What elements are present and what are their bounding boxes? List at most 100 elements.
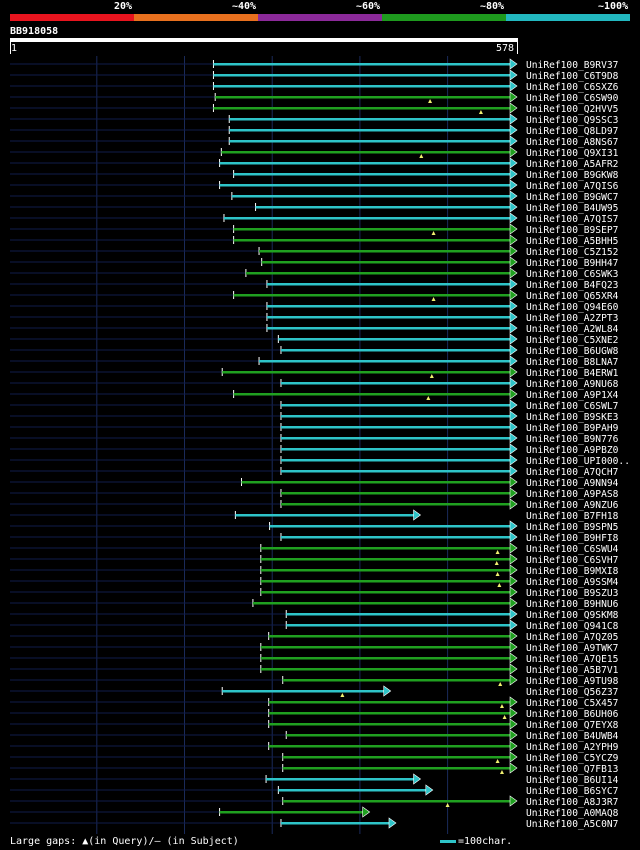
scale-label: ~40% xyxy=(232,1,257,12)
scale-bar-icon xyxy=(440,840,456,843)
hit-row: UniRef100_B9SPN5 xyxy=(10,520,618,533)
query-start-label: 1 xyxy=(11,43,18,54)
hit-row: UniRef100_UPI000.. xyxy=(10,454,630,467)
gap-marker-icon xyxy=(429,374,434,378)
hit-label: UniRef100_Q9SSC3 xyxy=(526,115,619,126)
gap-marker-icon xyxy=(445,803,450,807)
hit-bar xyxy=(280,426,511,429)
hit-arrow xyxy=(509,476,518,488)
hit-row: UniRef100_A7QIS7 xyxy=(10,212,619,225)
hit-arrow xyxy=(509,234,518,246)
hit-arrow xyxy=(509,135,518,147)
hit-row: UniRef100_Q7FB13 xyxy=(10,762,619,775)
hit-bar xyxy=(280,382,511,385)
hit-label: UniRef100_A2ZPT3 xyxy=(526,313,619,324)
hit-bar xyxy=(269,525,511,528)
hit-arrow xyxy=(509,608,518,620)
identity-color-segment xyxy=(10,14,134,21)
hit-bar xyxy=(261,261,511,264)
hit-label: UniRef100_A5BHH5 xyxy=(526,236,618,247)
gap-marker-icon xyxy=(495,550,500,554)
hit-label: UniRef100_C5YCZ9 xyxy=(526,753,619,764)
hit-label: UniRef100_C5XNE2 xyxy=(526,335,618,346)
hit-row: UniRef100_A2YPH9 xyxy=(10,740,619,753)
hit-bar xyxy=(266,316,511,319)
hit-arrow xyxy=(509,663,518,675)
gap-marker-icon xyxy=(495,572,500,576)
gap-marker-icon xyxy=(494,561,499,565)
hit-arrow xyxy=(362,806,371,818)
hit-arrow xyxy=(509,542,518,554)
hit-row: UniRef100_Q9XI31 xyxy=(10,146,619,159)
hit-bar xyxy=(260,547,511,550)
hit-label: UniRef100_B6UGW8 xyxy=(526,346,619,357)
hit-arrow xyxy=(509,619,518,631)
hit-arrow xyxy=(509,157,518,169)
hit-label: UniRef100_A5AFR2 xyxy=(526,159,618,170)
scale-label: ~100% xyxy=(598,1,629,12)
hit-bar xyxy=(213,63,512,66)
hit-bar xyxy=(233,173,511,176)
hit-bar xyxy=(222,371,511,374)
hit-bar xyxy=(278,789,427,792)
query-name: BB918058 xyxy=(10,26,59,37)
hit-label: UniRef100_B4ERW1 xyxy=(526,368,619,379)
hit-label: UniRef100_B4UWB4 xyxy=(526,731,619,742)
gap-marker-icon xyxy=(431,297,436,301)
hit-row: UniRef100_A5AFR2 xyxy=(10,157,618,170)
hit-label: UniRef100_A7QE15 xyxy=(526,654,618,665)
hit-arrow xyxy=(509,256,518,268)
hit-bar xyxy=(260,558,511,561)
hit-arrow xyxy=(509,201,518,213)
scale-label: ~80% xyxy=(480,1,505,12)
hit-label: UniRef100_A7QIS6 xyxy=(526,181,619,192)
hit-label: UniRef100_B9HH47 xyxy=(526,258,619,269)
hit-label: UniRef100_B9SZU3 xyxy=(526,588,619,599)
hit-label: UniRef100_B9GWC7 xyxy=(526,192,619,203)
hit-arrow xyxy=(509,498,518,510)
hit-row: UniRef100_Q9SSC3 xyxy=(10,113,619,126)
hit-arrow xyxy=(509,344,518,356)
hit-bar xyxy=(213,107,512,110)
hit-label: UniRef100_A9PAS8 xyxy=(526,489,619,500)
hit-row: UniRef100_B9HNU6 xyxy=(10,597,619,610)
hit-arrow xyxy=(509,575,518,587)
hit-row: UniRef100_C6SXZ6 xyxy=(10,80,619,93)
hit-label: UniRef100_C6SWL7 xyxy=(526,401,619,412)
hit-arrow xyxy=(509,597,518,609)
hit-arrow xyxy=(509,124,518,136)
hit-bar xyxy=(282,679,511,682)
hit-bar xyxy=(260,580,511,583)
hit-bar xyxy=(215,96,511,99)
identity-scale-labels: 20% ~40% ~60% ~80% ~100% xyxy=(0,0,640,13)
hit-label: UniRef100_B9SPN5 xyxy=(526,522,618,533)
hit-label: UniRef100_Q941C8 xyxy=(526,621,619,632)
hit-row: UniRef100_Q8LD97 xyxy=(10,124,619,137)
hit-bar xyxy=(233,393,511,396)
hit-bar xyxy=(241,481,512,484)
hit-arrow xyxy=(509,454,518,466)
hit-row: UniRef100_A5BHH5 xyxy=(10,234,618,247)
hit-arrow xyxy=(509,322,518,334)
hit-row: UniRef100_A9TWK7 xyxy=(10,641,619,654)
query-end-tick xyxy=(517,42,518,54)
hit-label: UniRef100_B9PAH9 xyxy=(526,423,619,434)
hit-row: UniRef100_A9NN94 xyxy=(10,476,619,489)
hit-row: UniRef100_Q56Z37 xyxy=(10,685,619,698)
hit-bar xyxy=(286,613,511,616)
hit-label: UniRef100_C6SVH7 xyxy=(526,555,619,566)
hit-arrow xyxy=(509,762,518,774)
hit-label: UniRef100_C6SXZ6 xyxy=(526,82,619,93)
scale-label: ~60% xyxy=(356,1,381,12)
hit-arrow xyxy=(509,190,518,202)
hit-label: UniRef100_A9NU68 xyxy=(526,379,619,390)
hit-row: UniRef100_A9PAS8 xyxy=(10,487,619,500)
hit-bar xyxy=(235,514,415,517)
identity-color-segment xyxy=(382,14,506,21)
hit-label: UniRef100_B9GKW8 xyxy=(526,170,619,181)
gap-marker-icon xyxy=(431,231,436,235)
hit-row: UniRef100_C5Z152 xyxy=(10,245,618,258)
hit-bar xyxy=(221,151,511,154)
hit-bar xyxy=(245,272,511,275)
hit-label: UniRef100_A9P1X4 xyxy=(526,390,619,401)
